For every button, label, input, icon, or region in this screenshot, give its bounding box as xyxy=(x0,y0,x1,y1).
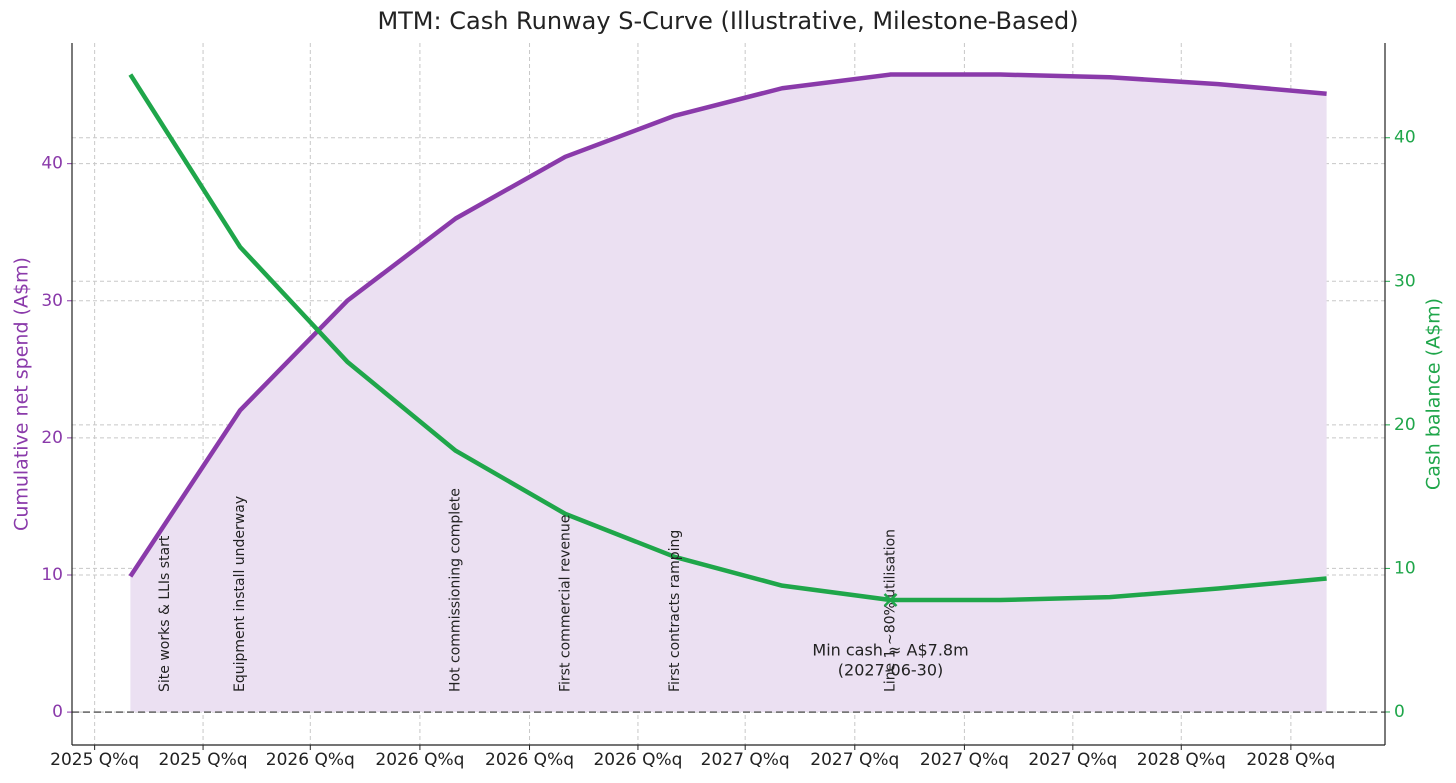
y2-tick-label: 30 xyxy=(1394,271,1416,291)
y-tick-label: 40 xyxy=(41,154,63,174)
x-tick-label: 2026 Q%q xyxy=(375,750,464,770)
x-tick-label: 2027 Q%q xyxy=(701,750,790,770)
y-tick-label: 0 xyxy=(52,702,63,722)
y-tick-label: 20 xyxy=(41,428,63,448)
line xyxy=(128,72,1327,578)
x-tick-label: 2028 Q%q xyxy=(1137,750,1226,770)
chart-title: MTM: Cash Runway S-Curve (Illustrative, … xyxy=(377,7,1078,35)
x-tick-label: 2027 Q%q xyxy=(920,750,1009,770)
y-tick-label: 30 xyxy=(41,291,63,311)
area xyxy=(130,74,1327,713)
x-tick-label: 2025 Q%q xyxy=(159,750,248,770)
milestone-label: Site works & LLIs start xyxy=(157,535,173,692)
x-tick-label: 2027 Q%q xyxy=(810,750,899,770)
min-cash-marker xyxy=(883,593,898,607)
x-tick-label: 2026 Q%q xyxy=(593,750,682,770)
x-tick-label: 2026 Q%q xyxy=(485,750,574,770)
milestone-label: Line 1 ~80% utilisation xyxy=(883,529,899,692)
milestone-label: First commercial revenue xyxy=(557,515,573,692)
x-tick-label: 2028 Q%q xyxy=(1246,750,1335,770)
x-tick-label: 2027 Q%q xyxy=(1028,750,1117,770)
line xyxy=(128,73,1327,603)
y2-tick-label: 0 xyxy=(1394,702,1405,722)
y2-tick-label: 40 xyxy=(1394,128,1416,148)
min-cash-annotation: (2027-06-30) xyxy=(838,661,943,680)
y2-tick-label: 20 xyxy=(1394,415,1416,435)
x-tick-label: 2025 Q%q xyxy=(50,750,139,770)
y2-tick-label: 10 xyxy=(1394,558,1416,578)
x-tick-label: 2026 Q%q xyxy=(266,750,355,770)
milestone-label: Hot commissioning complete xyxy=(448,488,464,692)
min-cash-annotation: Min cash ≈ A$7.8m xyxy=(812,641,968,660)
y2-axis-label: Cash balance (A$m) xyxy=(1423,298,1445,490)
y-axis-label: Cumulative net spend (A$m) xyxy=(11,257,33,531)
milestone-label: First contracts ramping xyxy=(667,530,683,692)
milestone-label: Equipment install underway xyxy=(232,496,248,692)
y-tick-label: 10 xyxy=(41,565,63,585)
